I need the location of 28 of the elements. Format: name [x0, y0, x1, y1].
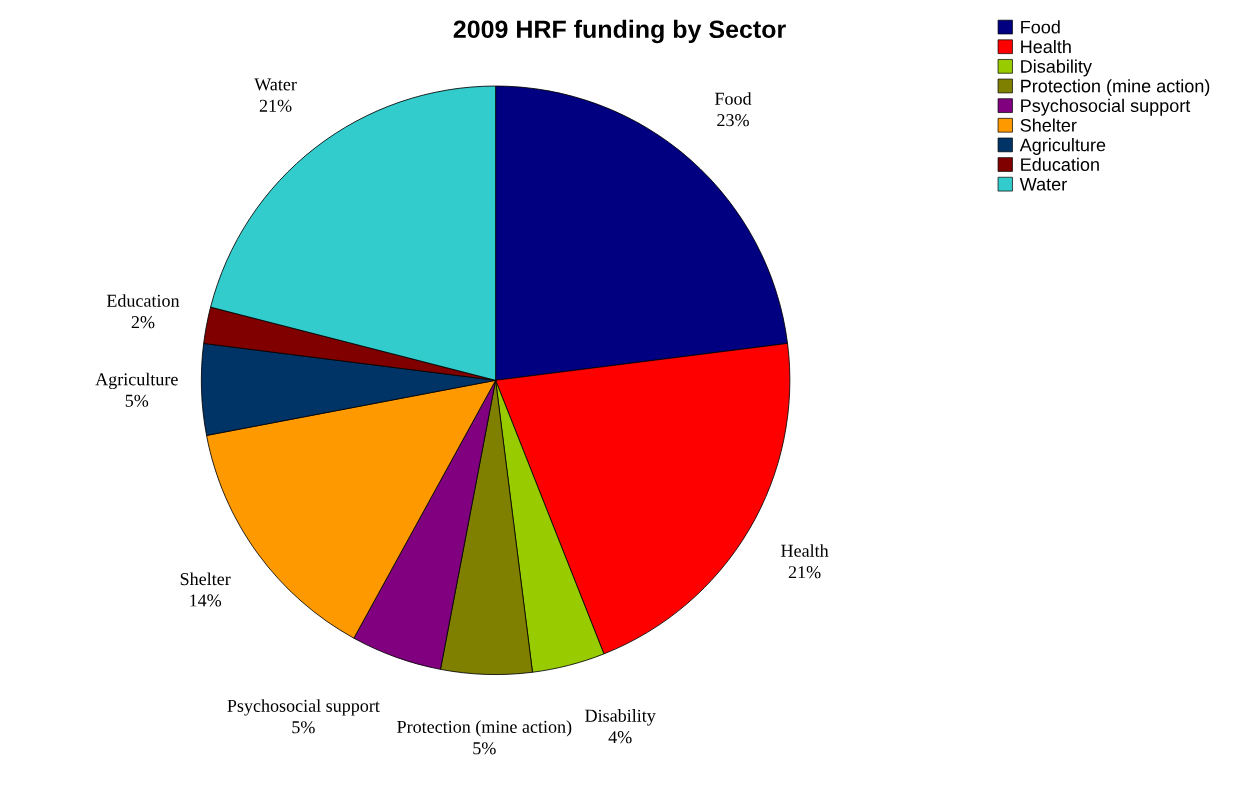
slice-label: Food	[714, 92, 752, 105]
data-label: 4%	[608, 731, 632, 744]
chart-title: 2009 HRF funding by Sector	[453, 19, 786, 44]
slice-label: Psychosocial support	[227, 699, 380, 716]
legend-label: Education	[1021, 157, 1099, 171]
legend-label: Food	[1021, 20, 1060, 34]
legend-label: Disability	[1021, 59, 1092, 77]
legend-label: Water	[1019, 178, 1067, 191]
legend-label: Shelter	[1020, 118, 1077, 132]
slice-label: Water	[254, 78, 297, 91]
data-label: 5%	[473, 742, 496, 755]
legend-label: Protection (mine action)	[1021, 79, 1210, 96]
data-label: 5%	[292, 721, 315, 734]
legend-label: Agriculture	[1019, 138, 1106, 155]
slice-label: Shelter	[180, 572, 231, 586]
data-label: 23%	[717, 114, 749, 127]
slice-label: Protection (mine action)	[397, 720, 572, 737]
data-label: 5%	[125, 394, 149, 407]
data-label: 21%	[788, 566, 821, 579]
data-label: 21%	[259, 99, 292, 112]
legend-label: Health	[1021, 39, 1071, 54]
legend-label: Psychosocial support	[1021, 98, 1191, 116]
slice-label: Health	[781, 544, 829, 557]
slice-label: Education	[106, 294, 180, 307]
data-label: 2%	[131, 316, 155, 329]
data-label: 14%	[190, 594, 222, 607]
slice-label: Agriculture	[95, 372, 178, 390]
slice-label: Disability	[585, 709, 656, 726]
